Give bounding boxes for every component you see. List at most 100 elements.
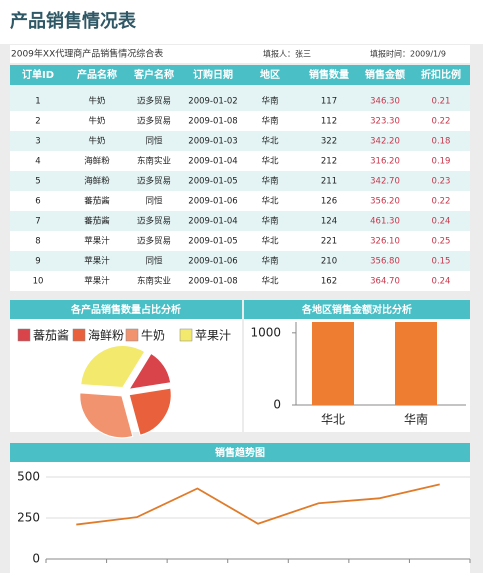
legend-swatch — [72, 328, 86, 342]
table-row — [10, 211, 470, 231]
column-header: 销售金额 — [365, 68, 405, 81]
column-header: 订购日期 — [193, 68, 233, 81]
column-header: 销售数量 — [309, 68, 349, 81]
panel — [10, 443, 470, 573]
table-cell: 牛奶 — [88, 116, 105, 127]
table-cell: 3 — [35, 137, 40, 147]
table-cell: 210 — [321, 257, 337, 267]
x-tick-label: 华南 — [404, 412, 428, 427]
table-row — [10, 251, 470, 271]
table-cell: 212 — [321, 157, 337, 167]
table-cell: 华南 — [261, 176, 278, 187]
table-cell: 10 — [33, 277, 44, 287]
table-row — [10, 271, 470, 291]
table-cell: 126 — [321, 197, 337, 207]
table-cell: 2 — [35, 117, 40, 127]
column-header: 折扣比例 — [421, 68, 461, 81]
table-cell: 0.24 — [432, 277, 451, 287]
table-cell: 海鲜粉 — [84, 156, 110, 167]
y-tick-label: 0 — [32, 552, 40, 566]
table-cell: 322 — [321, 137, 337, 147]
table-cell: 华南 — [261, 116, 278, 127]
table-cell: 342.70 — [370, 177, 400, 187]
table-cell: 迈多贸易 — [137, 96, 171, 107]
table-row — [10, 151, 470, 171]
table-cell: 迈多贸易 — [137, 116, 171, 127]
table-cell: 323.30 — [370, 117, 400, 127]
table-cell: 华北 — [261, 236, 279, 247]
pie-slice — [80, 345, 146, 389]
table-cell: 0.25 — [432, 237, 451, 247]
table-cell: 华南 — [261, 256, 278, 267]
table-cell: 华北 — [261, 196, 279, 207]
table-row — [10, 231, 470, 251]
table-cell: 356.20 — [370, 197, 400, 207]
table-cell: 华北 — [261, 136, 279, 147]
table-cell: 同恒 — [145, 196, 163, 207]
table-cell: 2009-01-08 — [188, 117, 237, 127]
table-cell: 316.20 — [370, 157, 400, 167]
chart-title: 销售趋势图 — [215, 446, 265, 459]
table-cell: 2009-01-06 — [188, 197, 237, 207]
x-tick-label: 华北 — [321, 413, 345, 427]
table-gap — [10, 85, 470, 91]
reporter: 填报人：张三 — [263, 49, 311, 59]
table-cell: 2009-01-03 — [188, 137, 237, 147]
table-cell: 苹果汁 — [84, 256, 110, 267]
table-cell: 4 — [35, 157, 40, 167]
table-cell: 2009-01-05 — [188, 237, 237, 247]
pie-slice — [128, 387, 172, 436]
y-tick-label: 0 — [273, 398, 281, 412]
table-row — [10, 111, 470, 131]
table-cell: 0.22 — [432, 197, 451, 207]
table-cell: 2009-01-02 — [188, 97, 237, 107]
table-row — [10, 191, 470, 211]
y-tick-label: 1000 — [250, 325, 281, 339]
table-cell: 1 — [35, 97, 40, 107]
info-bg — [10, 45, 470, 63]
table-cell: 0.21 — [432, 97, 451, 107]
table-cell: 2009-01-06 — [188, 257, 237, 267]
table-cell: 0.23 — [432, 177, 451, 187]
panel-header — [10, 443, 470, 462]
chart-title: 各地区销售金额对比分析 — [301, 303, 412, 316]
table-cell: 同恒 — [145, 256, 163, 267]
legend-swatch — [17, 328, 31, 342]
panel-header — [244, 300, 470, 319]
table-cell: 华南 — [261, 96, 278, 107]
column-header: 订单ID — [22, 68, 54, 81]
legend-label: 海鲜粉 — [88, 328, 124, 343]
table-cell: 326.10 — [370, 237, 400, 247]
table-cell: 346.30 — [370, 97, 400, 107]
column-header: 客户名称 — [133, 68, 174, 81]
table-cell: 迈多贸易 — [137, 236, 171, 247]
subtitle: 2009年XX代理商产品销售情况综合表 — [11, 48, 163, 60]
table-cell: 6 — [35, 197, 40, 207]
table-cell: 蕃茄酱 — [84, 216, 110, 227]
table-cell: 蕃茄酱 — [84, 196, 110, 207]
table-cell: 112 — [321, 117, 337, 127]
table-cell: 迈多贸易 — [137, 176, 171, 187]
table-cell: 221 — [321, 237, 337, 247]
table-header-bg — [10, 65, 470, 85]
table-cell: 2009-01-05 — [188, 177, 237, 187]
legend-label: 牛奶 — [141, 328, 165, 343]
column-header: 地区 — [260, 68, 280, 81]
table-cell: 342.20 — [370, 137, 400, 147]
table-cell: 牛奶 — [88, 136, 105, 147]
table-cell: 117 — [321, 97, 337, 107]
bars — [312, 322, 437, 405]
table-cell: 东南实业 — [137, 156, 171, 167]
table-cell: 海鲜粉 — [84, 176, 110, 187]
table-cell: 9 — [35, 257, 40, 267]
report-date: 填报时间：2009/1/9 — [370, 49, 446, 59]
table-cell: 0.22 — [432, 117, 451, 127]
table-cell: 牛奶 — [88, 96, 105, 107]
table-cell: 同恒 — [145, 136, 163, 147]
table-cell: 356.80 — [370, 257, 400, 267]
pie-slice — [79, 392, 134, 439]
table-cell: 7 — [35, 217, 40, 227]
table-cell: 华南 — [261, 216, 278, 227]
table-cell: 211 — [321, 177, 337, 187]
table-row — [10, 91, 470, 111]
